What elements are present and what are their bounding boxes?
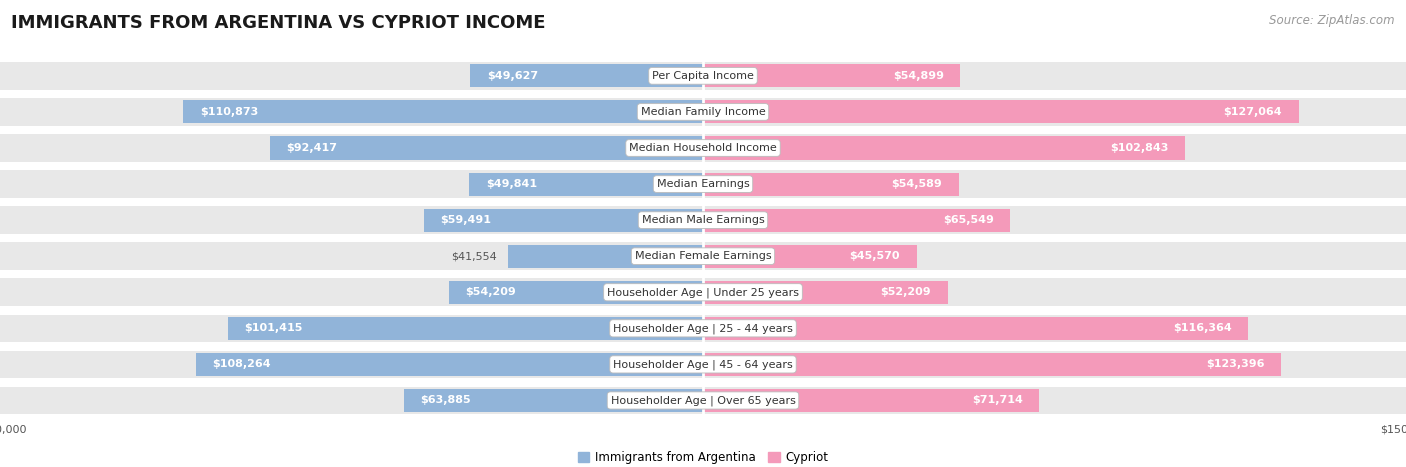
Bar bbox=[703, 281, 948, 304]
Bar bbox=[0, 386, 1406, 415]
Text: $110,873: $110,873 bbox=[200, 107, 259, 117]
Bar bbox=[508, 245, 703, 268]
Bar bbox=[471, 64, 703, 87]
Text: $54,209: $54,209 bbox=[465, 287, 516, 297]
Text: $116,364: $116,364 bbox=[1173, 323, 1232, 333]
Text: $65,549: $65,549 bbox=[943, 215, 994, 225]
Text: $49,627: $49,627 bbox=[486, 71, 538, 81]
Text: Median Male Earnings: Median Male Earnings bbox=[641, 215, 765, 225]
Bar bbox=[703, 136, 1185, 160]
Bar bbox=[703, 172, 959, 196]
Bar bbox=[703, 317, 1249, 340]
Bar bbox=[270, 136, 703, 160]
Text: $54,899: $54,899 bbox=[893, 71, 943, 81]
Text: Householder Age | 25 - 44 years: Householder Age | 25 - 44 years bbox=[613, 323, 793, 333]
Bar bbox=[703, 353, 1281, 376]
Bar bbox=[0, 205, 1406, 235]
Text: Householder Age | 45 - 64 years: Householder Age | 45 - 64 years bbox=[613, 359, 793, 370]
Bar bbox=[404, 389, 703, 412]
Bar bbox=[0, 133, 1406, 163]
Text: Householder Age | Under 25 years: Householder Age | Under 25 years bbox=[607, 287, 799, 297]
Text: Source: ZipAtlas.com: Source: ZipAtlas.com bbox=[1270, 14, 1395, 27]
Text: $41,554: $41,554 bbox=[451, 251, 496, 261]
Text: $52,209: $52,209 bbox=[880, 287, 931, 297]
Text: $63,885: $63,885 bbox=[420, 396, 471, 405]
Text: $101,415: $101,415 bbox=[245, 323, 302, 333]
Text: $127,064: $127,064 bbox=[1223, 107, 1282, 117]
Bar bbox=[703, 100, 1299, 123]
Text: $45,570: $45,570 bbox=[849, 251, 900, 261]
Text: Median Family Income: Median Family Income bbox=[641, 107, 765, 117]
Bar bbox=[0, 241, 1406, 271]
Bar bbox=[0, 61, 1406, 91]
Bar bbox=[0, 277, 1406, 307]
Text: $71,714: $71,714 bbox=[972, 396, 1022, 405]
Text: $92,417: $92,417 bbox=[287, 143, 337, 153]
Text: $123,396: $123,396 bbox=[1206, 360, 1265, 369]
Text: Per Capita Income: Per Capita Income bbox=[652, 71, 754, 81]
Bar bbox=[0, 169, 1406, 199]
Text: $54,589: $54,589 bbox=[891, 179, 942, 189]
Bar bbox=[703, 209, 1010, 232]
Bar bbox=[0, 313, 1406, 343]
Bar bbox=[0, 97, 1406, 127]
Bar bbox=[183, 100, 703, 123]
Bar bbox=[0, 350, 1406, 379]
Text: $108,264: $108,264 bbox=[212, 360, 270, 369]
Legend: Immigrants from Argentina, Cypriot: Immigrants from Argentina, Cypriot bbox=[572, 446, 834, 467]
Text: Median Earnings: Median Earnings bbox=[657, 179, 749, 189]
Bar bbox=[195, 353, 703, 376]
Bar bbox=[703, 64, 960, 87]
Bar bbox=[703, 245, 917, 268]
Text: Median Female Earnings: Median Female Earnings bbox=[634, 251, 772, 261]
Text: $49,841: $49,841 bbox=[486, 179, 537, 189]
Text: Median Household Income: Median Household Income bbox=[628, 143, 778, 153]
Bar bbox=[470, 172, 703, 196]
Bar bbox=[703, 389, 1039, 412]
Text: $59,491: $59,491 bbox=[440, 215, 492, 225]
Bar bbox=[449, 281, 703, 304]
Text: IMMIGRANTS FROM ARGENTINA VS CYPRIOT INCOME: IMMIGRANTS FROM ARGENTINA VS CYPRIOT INC… bbox=[11, 14, 546, 32]
Bar bbox=[425, 209, 703, 232]
Text: $102,843: $102,843 bbox=[1111, 143, 1168, 153]
Bar bbox=[228, 317, 703, 340]
Text: Householder Age | Over 65 years: Householder Age | Over 65 years bbox=[610, 395, 796, 406]
